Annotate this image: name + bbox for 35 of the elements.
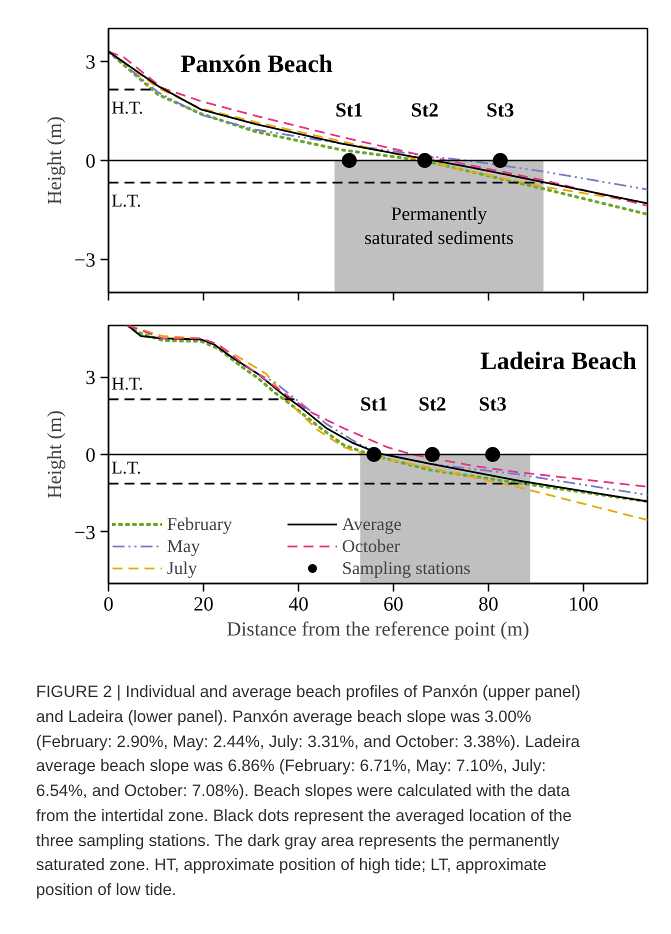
annotation: L.T.: [112, 190, 142, 211]
x-tick-label: 60: [383, 594, 404, 616]
x-tick-label: 20: [193, 594, 214, 616]
legend-label: February: [167, 513, 233, 535]
text: Panxón Beach: [180, 51, 333, 78]
y-tick-label: −3: [74, 250, 96, 272]
y-tick-label: 3: [86, 52, 96, 74]
annotation: St1: [360, 394, 388, 416]
text: Ladeira Beach: [480, 348, 637, 375]
x-tick-label: 80: [478, 594, 498, 616]
annotation: St2: [418, 394, 446, 416]
legend-label: May: [167, 535, 201, 557]
legend-label: Average: [342, 513, 403, 535]
annotation: St2: [410, 100, 439, 122]
annotation: St3: [486, 100, 514, 122]
y-axis-title: Height (m): [44, 410, 66, 499]
x-tick-label: 0: [104, 594, 114, 616]
annotation: St3: [478, 394, 507, 416]
y-tick-label: 3: [86, 367, 96, 390]
band-label: Permanently saturated sediments: [364, 204, 514, 250]
x-tick-label: 40: [288, 594, 308, 616]
legend-label: July: [167, 557, 198, 579]
annotation: H.T.: [112, 373, 144, 394]
x-axis-title: Distance from the reference point (m): [226, 618, 530, 640]
legend-label: Sampling stations: [342, 557, 471, 579]
annotation: L.T.: [112, 458, 142, 478]
y-tick-label: −3: [74, 522, 96, 544]
x-tick-label: 100: [568, 594, 598, 616]
y-tick-label: 0: [86, 444, 96, 466]
legend-label: October: [342, 535, 401, 557]
annotation: H.T.: [112, 98, 144, 118]
y-axis-title: Height (m): [44, 116, 66, 205]
text: FIGURE 2 | Individual and average beach profiles of Panxón (upper panel) and Ladeira (lower panel). Panxón average beach slope was 3.00% (February: 2.90%, May: 2.44%, July: 3.31%, and October: 3.38%). Ladeira average beach slope was 6.86% (February: 6.71%, May: 7.10%, July: 6.54%, and October: 7.08%). Beach slopes were calculated with the data from the intertidal zone. Black dots represent the averaged location of the three sampling stations. The dark gray area represents the permanently saturated zone. HT, approximate position of high tide; LT, approximate position of low tide.: [36, 683, 581, 899]
annotation: St1: [335, 100, 364, 122]
y-tick-label: 0: [86, 150, 96, 172]
